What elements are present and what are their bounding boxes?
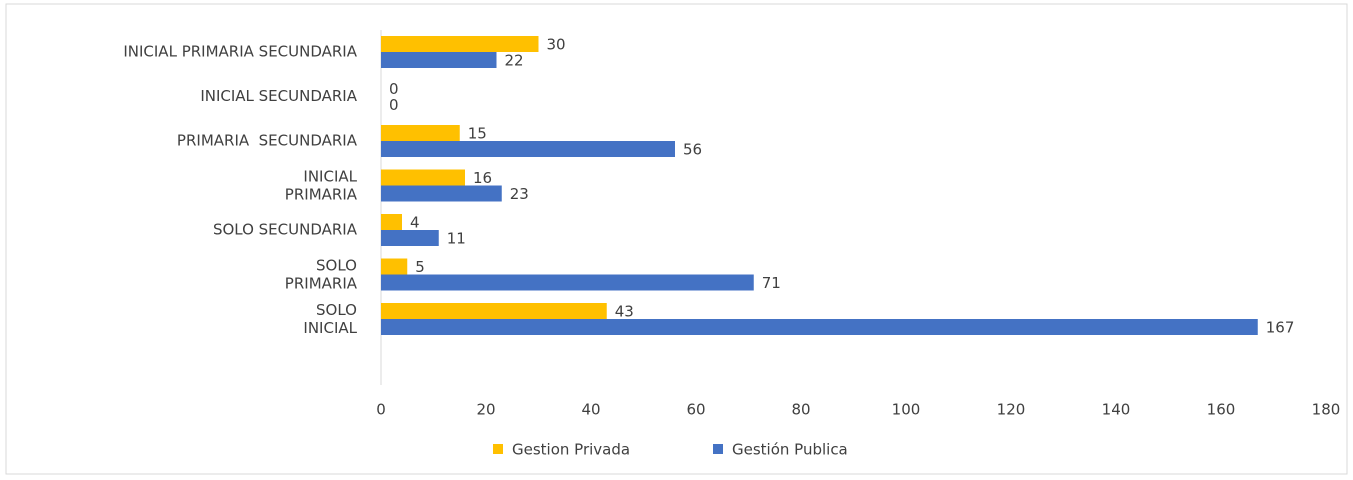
bar	[381, 303, 607, 319]
bar	[381, 230, 439, 246]
bar	[381, 125, 460, 141]
data-label: 30	[547, 36, 566, 54]
bar	[381, 274, 754, 291]
bar	[381, 169, 465, 186]
y-tick-label: SOLO SECUNDARIA	[213, 221, 358, 239]
x-tick-label: 140	[1102, 401, 1131, 419]
x-tick-label: 40	[581, 401, 600, 419]
y-tick-label: SOLO PRIMARIA	[285, 256, 358, 292]
legend-label: Gestion Privada	[512, 441, 630, 459]
bar	[381, 319, 1258, 335]
bar	[381, 52, 497, 68]
y-tick-label: INICIAL SECUNDARIA	[200, 87, 357, 105]
y-tick-label: SOLO INICIAL	[303, 301, 357, 337]
data-label: 15	[468, 125, 487, 143]
data-label: 16	[473, 169, 492, 187]
data-label: 23	[510, 185, 529, 203]
x-tick-label: 0	[376, 401, 386, 419]
x-tick-label: 80	[791, 401, 810, 419]
data-label: 43	[615, 303, 634, 321]
bar	[381, 185, 502, 202]
x-tick-label: 180	[1312, 401, 1341, 419]
data-label: 5	[415, 258, 425, 276]
x-tick-label: 160	[1207, 401, 1236, 419]
data-label: 0	[389, 96, 399, 114]
x-tick-label: 100	[892, 401, 921, 419]
legend-swatch	[493, 444, 503, 454]
bar	[381, 258, 408, 275]
bar	[381, 36, 539, 52]
data-label: 22	[505, 52, 524, 70]
bar	[381, 214, 402, 230]
data-label: 71	[762, 274, 781, 292]
chart-border	[5, 3, 1348, 475]
bar	[381, 141, 675, 157]
data-label: 4	[410, 214, 420, 232]
x-tick-label: 120	[997, 401, 1026, 419]
legend-swatch	[713, 444, 723, 454]
data-label: 11	[447, 230, 466, 248]
data-label: 167	[1266, 319, 1295, 337]
x-tick-label: 60	[686, 401, 705, 419]
y-tick-label: INICIAL PRIMARIA SECUNDARIA	[123, 43, 357, 61]
legend-label: Gestión Publica	[732, 441, 848, 459]
data-label: 0	[389, 80, 399, 98]
y-tick-label: PRIMARIA SECUNDARIA	[177, 132, 358, 150]
y-tick-label: INICIAL PRIMARIA	[285, 167, 358, 203]
data-label: 56	[683, 141, 702, 159]
x-tick-label: 20	[476, 401, 495, 419]
